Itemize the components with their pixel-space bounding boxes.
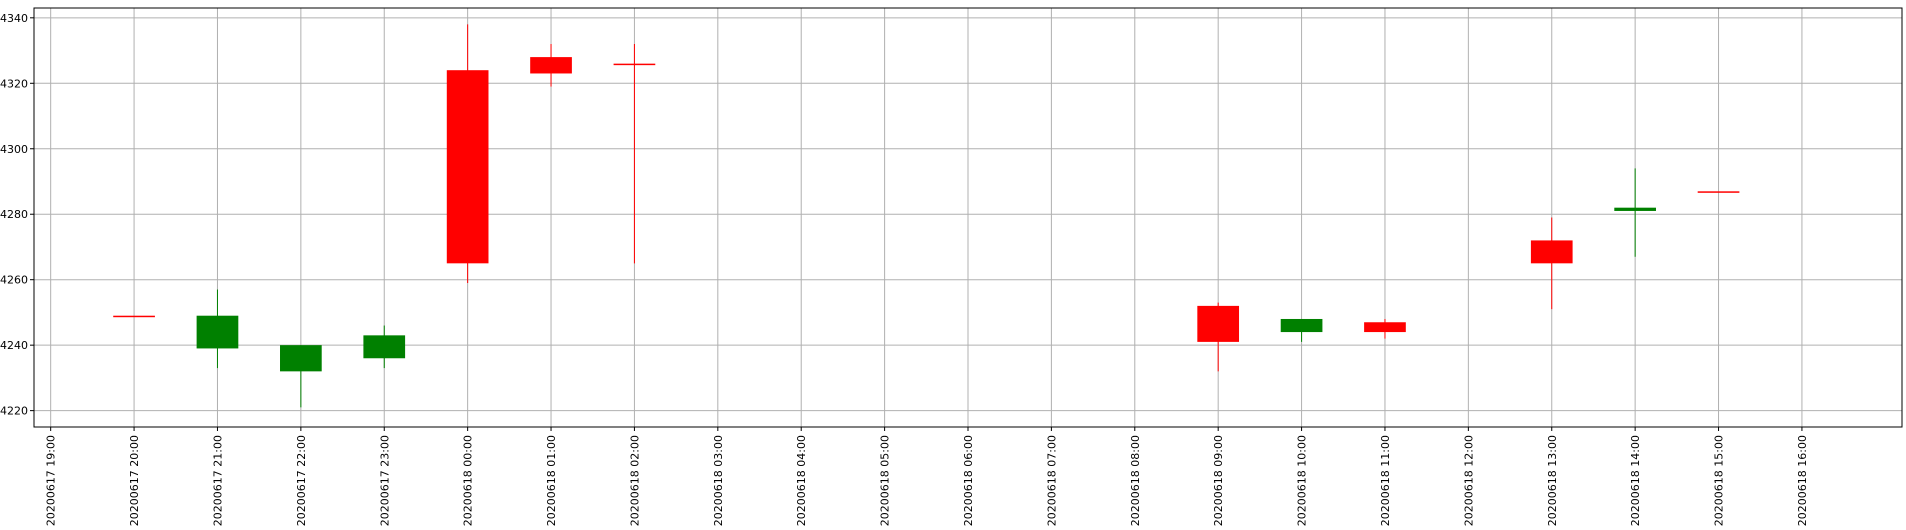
y-tick-label: 4240 bbox=[0, 339, 28, 352]
y-tick-label: 4280 bbox=[0, 208, 28, 221]
candle-body bbox=[1197, 305, 1240, 342]
x-tick-label: 20200617 21:00 bbox=[211, 435, 224, 526]
x-tick-label: 20200618 04:00 bbox=[795, 435, 808, 526]
candle-body bbox=[113, 315, 155, 318]
x-tick-label: 20200618 08:00 bbox=[1129, 435, 1142, 526]
candle-body bbox=[1280, 318, 1323, 333]
x-tick-label: 20200618 15:00 bbox=[1713, 435, 1726, 526]
x-tick-label: 20200617 20:00 bbox=[128, 435, 141, 526]
candle-body bbox=[1364, 322, 1406, 333]
y-tick-label: 4320 bbox=[0, 77, 28, 90]
candle-body bbox=[446, 70, 489, 264]
x-tick-label: 20200618 03:00 bbox=[712, 435, 725, 526]
candle-body bbox=[1530, 240, 1573, 264]
candle-layer bbox=[113, 24, 1740, 408]
x-tick-label: 20200618 10:00 bbox=[1296, 435, 1309, 526]
x-tick-label: 20200618 00:00 bbox=[462, 435, 475, 526]
x-tick-label: 20200618 09:00 bbox=[1212, 435, 1225, 526]
axis-layer: 4220 4240 4260 4280 4300 4320 4340 20200617 19:… bbox=[0, 12, 1809, 526]
x-tick-label: 20200617 22:00 bbox=[295, 435, 308, 526]
x-tick-label: 20200617 23:00 bbox=[378, 435, 391, 526]
y-tick-label: 4300 bbox=[0, 143, 28, 156]
x-tick-label: 20200618 05:00 bbox=[879, 435, 892, 526]
candle-body bbox=[363, 335, 406, 359]
x-tick-label: 20200618 11:00 bbox=[1379, 435, 1392, 526]
candle-body bbox=[280, 345, 322, 372]
x-tick-label: 20200618 16:00 bbox=[1796, 435, 1809, 526]
y-tick-label: 4220 bbox=[0, 405, 28, 418]
x-tick-label: 20200618 12:00 bbox=[1462, 435, 1475, 526]
x-tick-label: 20200618 06:00 bbox=[962, 435, 975, 526]
candle-body bbox=[613, 63, 656, 66]
x-tick-label: 20200618 01:00 bbox=[545, 435, 558, 526]
x-tick-label: 20200618 02:00 bbox=[628, 435, 641, 526]
x-tick-label: 20200618 13:00 bbox=[1546, 435, 1559, 526]
x-tick-label: 20200617 19:00 bbox=[45, 435, 58, 526]
candle-body bbox=[196, 315, 239, 349]
x-tick-label: 20200618 07:00 bbox=[1045, 435, 1058, 526]
y-tick-label: 4340 bbox=[0, 12, 28, 25]
x-tick-label: 20200618 14:00 bbox=[1629, 435, 1642, 526]
candle-body bbox=[530, 57, 572, 74]
candle-body bbox=[1614, 207, 1656, 211]
y-tick-label: 4260 bbox=[0, 274, 28, 287]
candle-body bbox=[1697, 191, 1740, 193]
